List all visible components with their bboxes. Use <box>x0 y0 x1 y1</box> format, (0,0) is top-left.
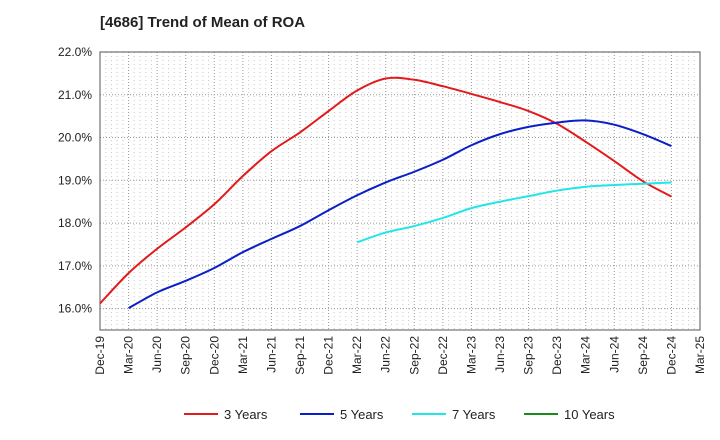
series-line-3-years <box>99 76 672 305</box>
x-tick-label: Jun-21 <box>264 336 278 373</box>
x-tick-label: Sep-20 <box>179 336 193 375</box>
x-tick-label: Jun-23 <box>493 336 507 373</box>
x-tick-label: Sep-21 <box>293 336 307 375</box>
legend-label: 3 Years <box>224 407 268 422</box>
x-tick-label: Dec-24 <box>664 336 678 375</box>
x-tick-label: Sep-23 <box>522 336 536 375</box>
legend: 3 Years 5 Years 7 Years 10 Years <box>184 407 615 422</box>
series-line-5-years <box>128 119 672 310</box>
x-tick-label: Mar-24 <box>579 336 593 374</box>
x-tick-label: Jun-20 <box>150 336 164 373</box>
y-tick-label: 16.0% <box>58 302 92 316</box>
x-tick-label: Dec-21 <box>322 336 336 375</box>
x-tick-label: Mar-23 <box>464 336 478 374</box>
series-line-7-years <box>356 181 672 244</box>
x-tick-label: Jun-24 <box>607 336 621 373</box>
y-tick-label: 19.0% <box>58 173 92 187</box>
legend-label: 10 Years <box>564 407 615 422</box>
x-tick-label: Sep-24 <box>636 336 650 375</box>
x-axis-ticks: Dec-19 Mar-20 Jun-20 Sep-20 Dec-20 Mar-21 Jun-… <box>93 336 707 375</box>
chart-title: [4686] Trend of Mean of ROA <box>100 14 306 31</box>
x-tick-label: Dec-22 <box>436 336 450 375</box>
x-tick-label: Mar-20 <box>122 336 136 374</box>
y-axis-ticks: 16.0% 17.0% 18.0% 19.0% 20.0% 21.0% 22.0% <box>58 45 92 316</box>
x-tick-label: Sep-22 <box>407 336 421 375</box>
legend-label: 7 Years <box>452 407 496 422</box>
legend-label: 5 Years <box>340 407 384 422</box>
plot-frame <box>99 51 701 331</box>
y-tick-label: 20.0% <box>58 131 92 145</box>
y-tick-label: 21.0% <box>58 88 92 102</box>
grid-layer <box>100 51 700 330</box>
y-tick-label: 18.0% <box>58 216 92 230</box>
x-tick-label: Jun-22 <box>379 336 393 373</box>
x-tick-label: Dec-20 <box>207 336 221 375</box>
y-tick-label: 22.0% <box>58 45 92 59</box>
x-tick-label: Mar-25 <box>693 336 707 374</box>
x-tick-label: Dec-23 <box>550 336 564 375</box>
x-tick-label: Dec-19 <box>93 336 107 375</box>
series-layer <box>99 76 672 310</box>
plot-area <box>100 52 700 330</box>
x-tick-label: Mar-21 <box>236 336 250 374</box>
x-tick-label: Mar-22 <box>350 336 364 374</box>
y-tick-label: 17.0% <box>58 259 92 273</box>
